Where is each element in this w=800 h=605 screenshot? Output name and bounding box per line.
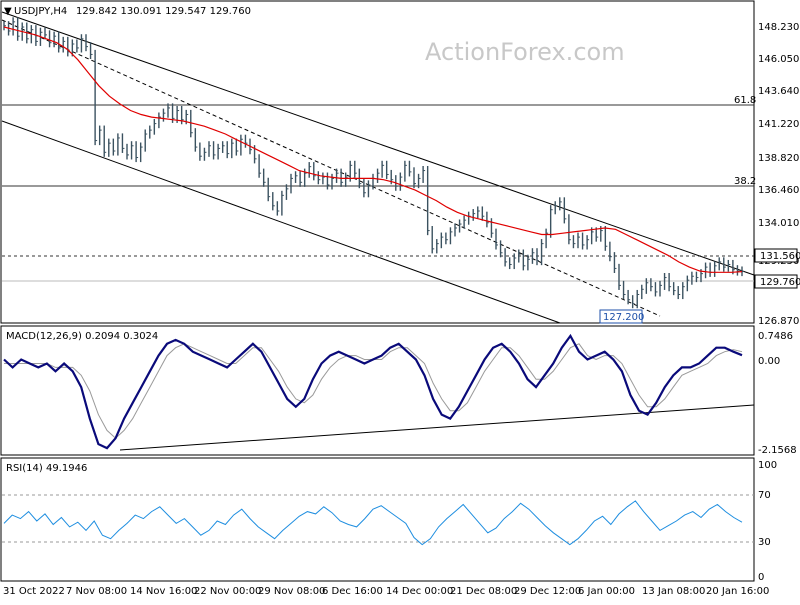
price-tick: 146.050	[758, 54, 799, 65]
time-label: 13 Jan 08:00	[642, 586, 705, 597]
rsi-title: RSI(14) 49.1946	[6, 463, 87, 474]
rsi-pane-frame	[0, 457, 755, 582]
header-triangle-icon[interactable]: ▼	[4, 6, 12, 17]
price-tick: 138.820	[758, 153, 799, 164]
macd-title: MACD(12,26,9) 0.2094 0.3024	[6, 331, 158, 342]
level-price-box	[754, 248, 798, 263]
rsi-tick: 30	[758, 537, 771, 548]
rsi-tick: 100	[758, 460, 777, 471]
current-price-label: 129.760	[760, 277, 800, 288]
time-label: 29 Nov 08:00	[258, 586, 325, 597]
moving-average-line	[3, 26, 743, 273]
macd-support-line	[119, 404, 755, 451]
time-label: 20 Jan 16:00	[706, 586, 769, 597]
time-label: 6 Dec 16:00	[322, 586, 383, 597]
price-pane-frame	[0, 0, 755, 324]
time-label: 31 Oct 2022	[3, 586, 65, 597]
level-price-label: 131.560	[760, 251, 800, 262]
time-label: 14 Dec 00:00	[386, 586, 453, 597]
rsi-tick: 0	[758, 572, 764, 583]
price-bars	[3, 17, 744, 309]
price-tick: 141.220	[758, 119, 799, 130]
current-price-box	[754, 274, 798, 289]
price-tick: 134.010	[758, 218, 799, 229]
low-price-box	[599, 309, 643, 324]
time-label: 7 Nov 08:00	[66, 586, 127, 597]
price-tick: 143.640	[758, 86, 799, 97]
time-label: 21 Dec 08:00	[450, 586, 517, 597]
price-tick: 136.460	[758, 185, 799, 196]
ohlc-readout: 129.842 130.091 129.547 129.760	[76, 6, 251, 17]
channel-lower-line	[1, 120, 561, 324]
time-label: 14 Nov 16:00	[130, 586, 197, 597]
rsi-line	[3, 500, 743, 546]
macd-tick: -2.1568	[758, 445, 797, 456]
low-price-label: 127.200	[603, 312, 644, 323]
time-axis: 31 Oct 2022 7 Nov 08:00 14 Nov 16:00 22 …	[3, 586, 769, 597]
fib-38-2-label: 38.2	[734, 176, 756, 187]
time-label: 22 Nov 00:00	[194, 586, 261, 597]
channel-upper-line	[1, 11, 755, 276]
time-label: 6 Jan 00:00	[578, 586, 635, 597]
macd-pane-frame	[0, 325, 755, 456]
price-tick: 148.230	[758, 22, 799, 33]
fib-61-8-label: 61.8	[734, 95, 756, 106]
macd-tick: 0.00	[758, 356, 780, 367]
price-tick: 126.870	[758, 316, 799, 327]
macd-line	[3, 333, 743, 450]
dashed-trend-line	[1, 19, 661, 317]
time-label: 29 Dec 12:00	[514, 586, 581, 597]
symbol-label: USDJPY,H4	[14, 6, 67, 17]
macd-tick: 0.7486	[758, 331, 793, 342]
macd-signal-line	[4, 343, 743, 439]
rsi-tick: 70	[758, 490, 771, 501]
watermark: ActionForex.com	[425, 38, 625, 66]
